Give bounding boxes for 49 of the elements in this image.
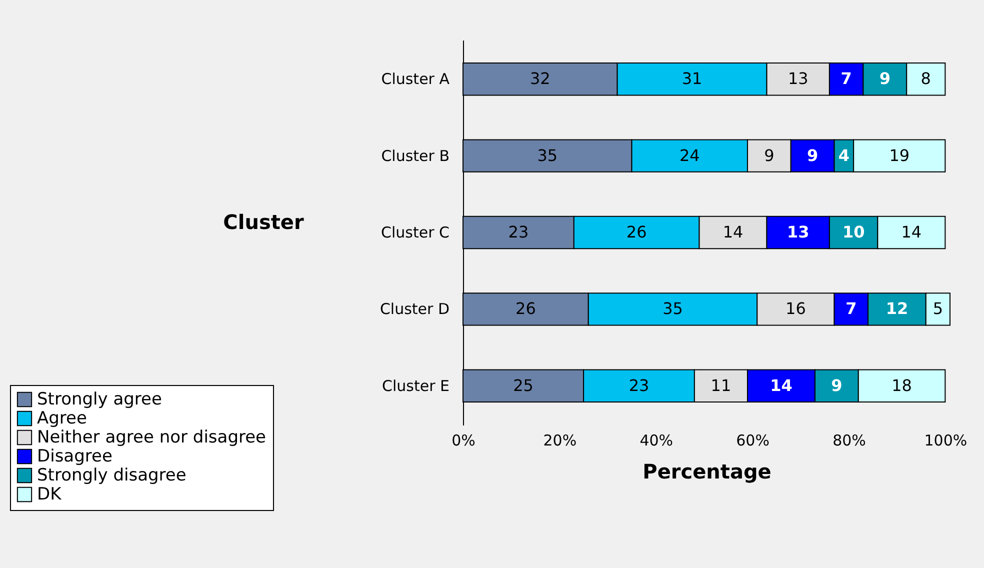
y-axis-title: Cluster — [223, 210, 304, 234]
y-tick-label: Cluster D — [380, 300, 450, 318]
data-label: 9 — [831, 376, 842, 395]
x-tick-label: 60% — [736, 432, 770, 450]
data-label: 13 — [788, 69, 808, 88]
legend-label: Strongly agree — [37, 390, 162, 410]
data-label: 14 — [770, 376, 792, 395]
data-label: 9 — [764, 146, 774, 165]
data-label: 9 — [879, 69, 890, 88]
data-label: 10 — [842, 222, 865, 242]
data-label: 8 — [920, 69, 931, 88]
legend-label: Agree — [37, 408, 87, 428]
data-label: 7 — [840, 69, 852, 88]
data-label: 35 — [662, 299, 683, 318]
legend-label: Neither agree nor disagree — [37, 428, 266, 448]
data-label: 4 — [838, 146, 850, 165]
data-label: 25 — [513, 376, 534, 395]
data-label: 23 — [508, 222, 529, 242]
data-label: 26 — [626, 222, 647, 242]
data-label: 18 — [892, 376, 912, 395]
data-label: 35 — [537, 146, 558, 165]
data-label: 24 — [679, 146, 700, 165]
x-tick-label: 20% — [543, 432, 577, 450]
data-label: 13 — [786, 222, 810, 242]
data-label: 9 — [807, 146, 818, 165]
y-tick-label: Cluster E — [382, 376, 450, 395]
x-tick-label: 40% — [640, 432, 674, 450]
x-tick-label: 0% — [452, 432, 476, 450]
data-label: 23 — [628, 376, 650, 395]
data-label: 14 — [901, 222, 922, 242]
data-label: 5 — [932, 299, 944, 318]
x-tick-label: 100% — [924, 432, 968, 450]
y-tick-label: Cluster B — [381, 146, 450, 165]
y-tick-label: Cluster A — [381, 70, 450, 88]
data-label: 14 — [722, 222, 744, 242]
data-label: 11 — [710, 376, 732, 395]
x-axis-title: Percentage — [642, 460, 772, 484]
x-tick-label: 80% — [832, 432, 866, 450]
legend-label: Strongly disagree — [37, 466, 186, 486]
data-label: 32 — [530, 69, 550, 88]
data-label: 12 — [886, 299, 908, 318]
data-label: 31 — [682, 69, 702, 88]
y-tick-label: Cluster C — [381, 224, 450, 242]
legend-label: Disagree — [37, 446, 112, 466]
data-label: 7 — [846, 299, 857, 318]
data-label: 16 — [786, 299, 806, 318]
data-label: 26 — [516, 299, 536, 318]
data-label: 19 — [889, 146, 910, 165]
legend-label: DK — [37, 484, 62, 504]
